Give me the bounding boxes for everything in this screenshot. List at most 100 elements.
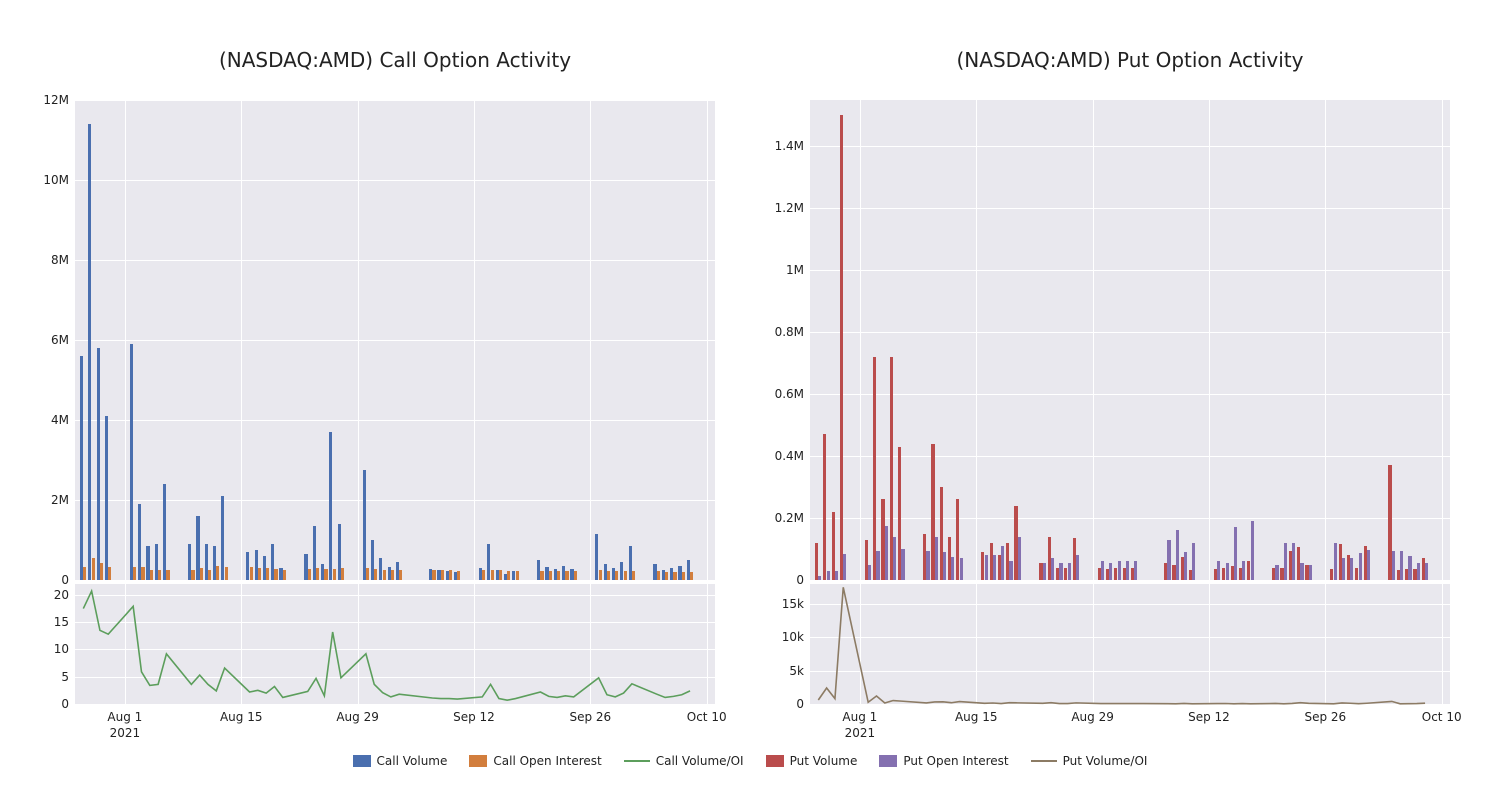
- legend: Call VolumeCall Open InterestCall Volume…: [0, 754, 1500, 768]
- y-tick-label: 2M: [51, 493, 75, 507]
- bar: [1134, 561, 1137, 580]
- bar: [1101, 561, 1104, 580]
- bar: [951, 557, 954, 580]
- legend-item: Put Volume/OI: [1031, 754, 1148, 768]
- bar: [1068, 563, 1071, 580]
- legend-swatch-icon: [469, 755, 487, 767]
- y-tick-label: 5: [61, 670, 75, 684]
- bar: [823, 434, 826, 580]
- bar: [329, 432, 332, 580]
- bar: [665, 572, 668, 580]
- y-tick-label: 0.4M: [775, 449, 810, 463]
- legend-item: Call Volume: [353, 754, 448, 768]
- bar: [935, 537, 938, 580]
- bar: [873, 357, 876, 580]
- bar: [1400, 551, 1403, 580]
- bar: [599, 570, 602, 580]
- bar: [632, 571, 635, 580]
- bar: [1392, 551, 1395, 580]
- bar: [225, 567, 228, 580]
- x-tick-label: Aug 29: [1071, 704, 1114, 724]
- bar: [1425, 563, 1428, 580]
- bar: [835, 571, 838, 580]
- bar: [130, 344, 133, 580]
- bar: [449, 570, 452, 580]
- y-tick-label: 0.8M: [775, 325, 810, 339]
- bar: [200, 568, 203, 580]
- bar: [108, 567, 111, 580]
- y-tick-label: 10M: [43, 173, 75, 187]
- bar: [1167, 540, 1170, 580]
- legend-label: Call Volume/OI: [656, 754, 744, 768]
- bar: [324, 569, 327, 580]
- y-tick-label: 0: [61, 697, 75, 711]
- bar: [1051, 558, 1054, 580]
- y-tick-label: 15k: [782, 597, 810, 611]
- bar: [565, 571, 568, 580]
- bar: [1076, 555, 1079, 580]
- y-tick-label: 10: [54, 642, 75, 656]
- bar: [88, 124, 91, 580]
- right-bottom-chart: 05k10k15kAug 1Aug 15Aug 29Sep 12Sep 26Oc…: [810, 584, 1450, 704]
- x-sub-label: 2021: [845, 704, 876, 740]
- bar: [1059, 563, 1062, 580]
- y-tick-label: 20: [54, 588, 75, 602]
- x-tick-label: Aug 15: [955, 704, 998, 724]
- figure: (NASDAQ:AMD) Call Option Activity (NASDA…: [0, 0, 1500, 800]
- bar: [482, 570, 485, 580]
- y-tick-label: 0: [796, 573, 810, 587]
- bar: [432, 570, 435, 580]
- x-tick-label: Oct 10: [1422, 704, 1462, 724]
- bar: [1342, 558, 1345, 580]
- bar: [341, 568, 344, 580]
- x-tick-label: Aug 29: [336, 704, 379, 724]
- bar: [216, 566, 219, 580]
- legend-line-icon: [1031, 760, 1057, 762]
- bar: [1018, 537, 1021, 580]
- left-top-chart: 02M4M6M8M10M12M: [75, 100, 715, 580]
- right-panel-title: (NASDAQ:AMD) Put Option Activity: [810, 48, 1450, 72]
- bar: [100, 563, 103, 580]
- bar: [308, 569, 311, 580]
- bar: [682, 572, 685, 580]
- bar: [457, 571, 460, 580]
- bar: [574, 571, 577, 580]
- bar: [1217, 561, 1220, 580]
- bar: [960, 558, 963, 580]
- legend-label: Put Open Interest: [903, 754, 1008, 768]
- legend-item: Put Volume: [766, 754, 858, 768]
- bar: [1275, 565, 1278, 580]
- bar: [363, 470, 366, 580]
- bar: [1184, 552, 1187, 580]
- bar: [993, 555, 996, 580]
- bar: [150, 570, 153, 580]
- bar: [557, 571, 560, 580]
- bar: [1118, 561, 1121, 580]
- bar: [1292, 543, 1295, 580]
- y-tick-label: 12M: [43, 93, 75, 107]
- bar: [673, 572, 676, 580]
- bar: [274, 569, 277, 580]
- bar: [1309, 565, 1312, 580]
- bar: [333, 569, 336, 580]
- bar: [549, 571, 552, 580]
- bar: [827, 571, 830, 580]
- bar: [615, 571, 618, 580]
- line-series: [818, 587, 1425, 704]
- bar: [97, 348, 100, 580]
- bar: [383, 570, 386, 580]
- bar: [926, 551, 929, 580]
- bar: [1001, 546, 1004, 580]
- x-tick-label: Sep 26: [1304, 704, 1346, 724]
- line-series: [83, 591, 690, 700]
- bar: [1109, 563, 1112, 580]
- bar: [1234, 527, 1237, 580]
- bar: [818, 576, 821, 580]
- bar: [83, 567, 86, 580]
- bar: [624, 571, 627, 580]
- bar: [105, 416, 108, 580]
- bar: [943, 552, 946, 580]
- bar: [163, 484, 166, 580]
- bar: [441, 570, 444, 580]
- bar: [316, 568, 319, 580]
